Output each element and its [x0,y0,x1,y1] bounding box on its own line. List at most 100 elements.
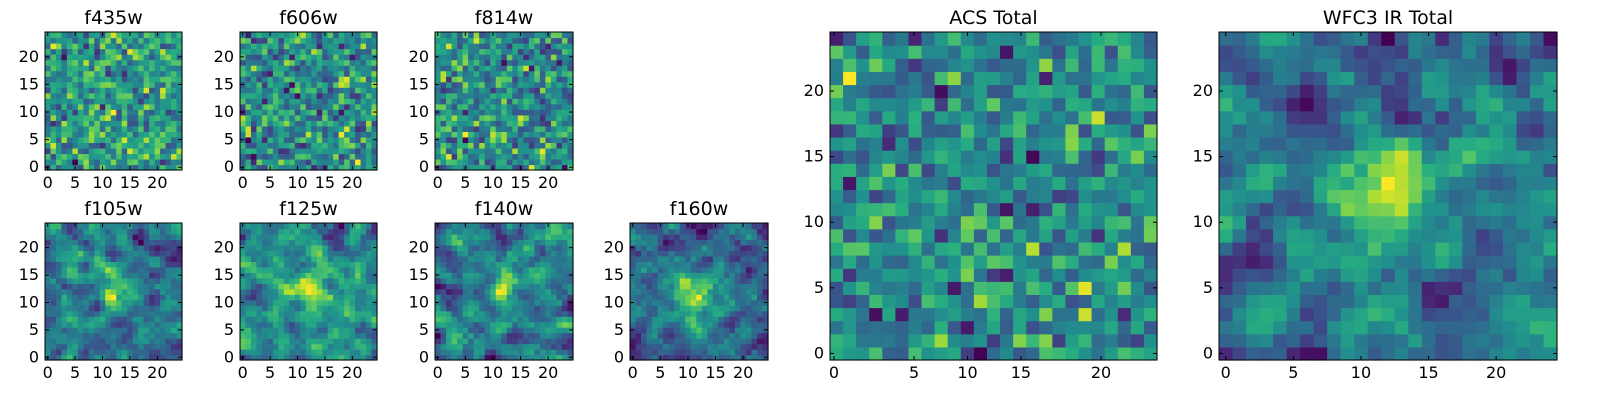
heatmap-cell [446,65,453,72]
heatmap-cell [701,349,708,356]
heatmap-cell [256,223,263,230]
heatmap-cell [550,343,558,350]
heatmap-cell [490,266,497,273]
heatmap-cell [690,233,697,241]
heatmap-cell [250,349,258,356]
heatmap-cell [630,277,637,284]
heatmap-cell [355,125,362,132]
heatmap-cell [127,250,134,257]
heatmap-cell [484,81,491,88]
heatmap-cell [333,37,340,44]
heatmap-cell [501,59,508,66]
heatmap-cell [160,59,167,66]
heatmap-cell [668,228,675,235]
heatmap-cell [327,354,334,361]
heatmap-cell [366,65,373,72]
heatmap-cell [72,327,79,334]
heatmap-cell [256,288,263,295]
heatmap-cell [534,299,541,306]
heatmap-cell [539,81,546,88]
heatmap-cell [333,153,340,160]
heatmap-cell [171,131,178,138]
heatmap-cell [468,316,475,323]
heatmap-cell [756,310,764,317]
heatmap-cell [289,153,296,160]
heatmap-cell [322,109,329,116]
heatmap-cell [1143,215,1158,230]
heatmap-cell [440,310,447,317]
heatmap-cell [311,32,318,39]
heatmap-cell [50,233,57,241]
heatmap-cell [121,131,128,138]
heatmap-cell [50,59,57,66]
heatmap-cell [506,299,513,306]
heatmap-cell [176,43,183,50]
heatmap-cell [501,136,508,143]
heatmap-cell [545,316,552,323]
heatmap-cell [696,299,703,306]
heatmap-cell [501,354,508,361]
heatmap-cell [283,70,290,77]
heatmap-cell [479,233,486,241]
heatmap-cell [729,354,736,361]
heatmap-cell [490,109,497,116]
heatmap-cell [506,255,513,262]
heatmap-cell [371,233,378,241]
heatmap-cell [641,305,648,312]
heatmap-cell [245,76,252,83]
heatmap-cell [567,153,574,160]
heatmap-cell [479,37,486,44]
heatmap-cell [355,59,362,66]
heatmap-cell [132,321,139,328]
heatmap-cell [371,321,378,328]
heatmap-cell [316,228,323,235]
heatmap-cell [707,261,714,268]
heatmap-cell [501,92,508,99]
heatmap-cell [751,233,758,241]
heatmap-cell [132,164,139,171]
heatmap-cell [635,272,642,279]
heatmap-cell [1013,241,1027,256]
heatmap-cell [132,294,139,301]
heatmap-cell [712,343,719,350]
heatmap-cell [690,321,697,328]
heatmap-cell [1026,307,1040,322]
heatmap-cell [523,343,530,350]
heatmap-cell [176,321,183,328]
heatmap-cell [479,244,486,251]
heatmap-cell [908,228,923,243]
heatmap-cell [94,244,101,251]
heatmap-cell [523,125,530,132]
heatmap-cell [110,54,117,61]
heatmap-cell [882,346,896,361]
heatmap-cell [457,250,464,257]
heatmap-cell [105,164,112,171]
heatmap-cell [479,327,486,334]
heatmap-cell [495,125,502,132]
heatmap-cell [468,239,475,246]
heatmap-cell [338,81,345,88]
heatmap-cell [116,76,123,83]
heatmap-cell [110,244,117,251]
heatmap-cell [105,131,112,138]
heatmap-cell [355,37,362,44]
heatmap-cell [462,136,469,143]
heatmap-cell [523,228,530,235]
heatmap-cell [300,120,307,127]
heatmap-cell [556,43,563,50]
heatmap-cell [973,215,988,230]
heatmap-cell [501,283,508,290]
heatmap-cell [550,288,558,295]
heatmap-cell [512,125,519,132]
heatmap-cell [245,277,252,284]
heatmap-cell [99,76,106,83]
heatmap-cell [72,59,79,66]
heatmap-cell [245,266,252,273]
heatmap-cell [869,150,883,164]
heatmap-cell [523,244,530,251]
heatmap-cell [446,54,453,61]
heatmap-cell [517,147,524,155]
heatmap-cell [278,136,285,143]
heatmap-cell [278,321,285,328]
heatmap-cell [121,87,128,94]
